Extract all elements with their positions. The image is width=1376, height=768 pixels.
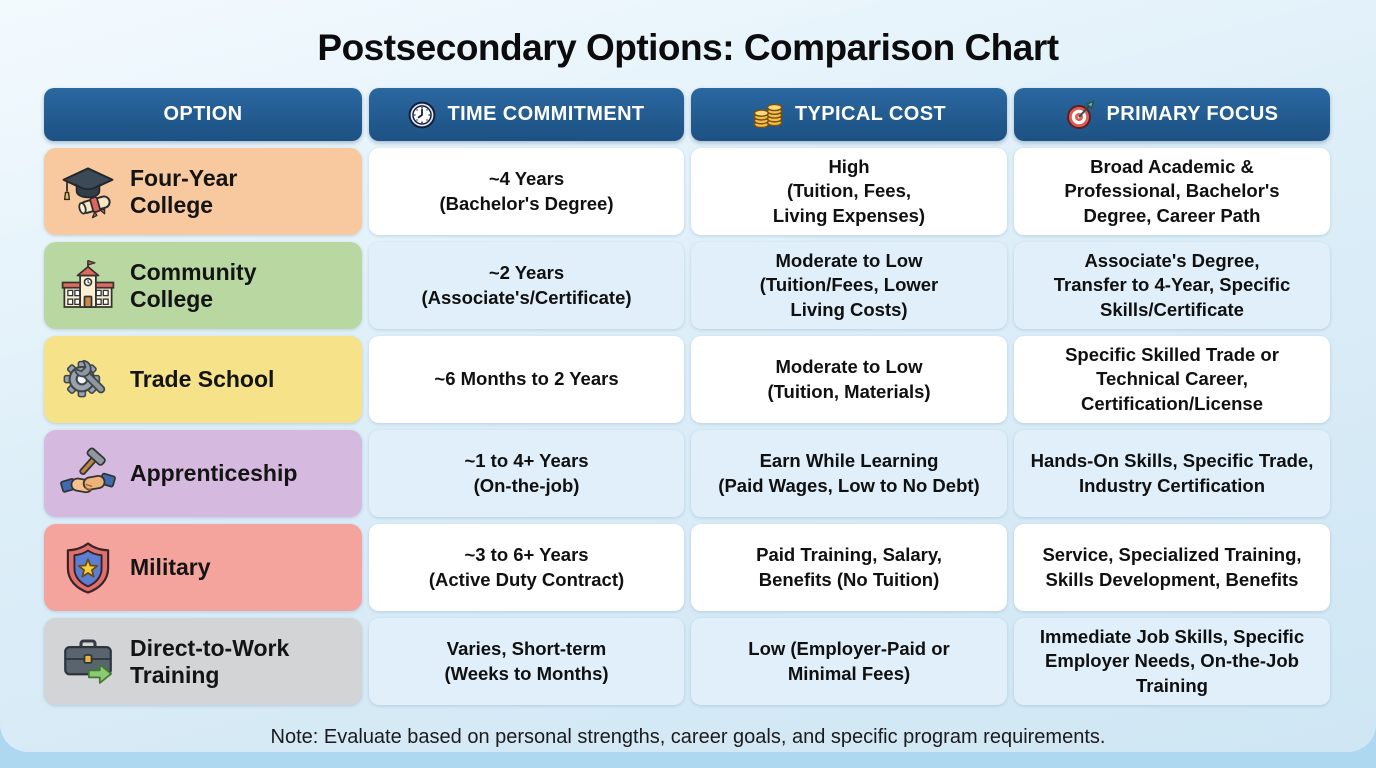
time-cell-military: ~3 to 6+ Years (Active Duty Contract) — [369, 524, 684, 611]
target-icon — [1066, 100, 1096, 130]
clock-icon — [408, 101, 436, 129]
focus-cell-trade-school: Specific Skilled Trade or Technical Care… — [1014, 336, 1330, 423]
shield-star-icon — [59, 539, 117, 597]
cost-cell-community-college: Moderate to Low (Tuition/Fees, Lower Liv… — [691, 242, 1007, 329]
handshake-hammer-icon — [59, 445, 117, 503]
column-header-typical-cost: TYPICAL COST — [691, 88, 1007, 141]
cost-cell-military: Paid Training, Salary, Benefits (No Tuit… — [691, 524, 1007, 611]
coins-icon — [752, 100, 784, 130]
option-cell-apprenticeship: Apprenticeship — [44, 430, 362, 517]
focus-cell-direct-to-work: Immediate Job Skills, Specific Employer … — [1014, 618, 1330, 705]
time-cell-four-year-college: ~4 Years (Bachelor's Degree) — [369, 148, 684, 235]
footer-note: Note: Evaluate based on personal strengt… — [270, 726, 1106, 748]
graduation-cap-icon — [59, 163, 117, 221]
column-header-option: OPTION — [44, 88, 362, 141]
cost-cell-trade-school: Moderate to Low (Tuition, Materials) — [691, 336, 1007, 423]
cost-cell-four-year-college: High (Tuition, Fees, Living Expenses) — [691, 148, 1007, 235]
cost-cell-apprenticeship: Earn While Learning (Paid Wages, Low to … — [691, 430, 1007, 517]
focus-cell-four-year-college: Broad Academic & Professional, Bachelor'… — [1014, 148, 1330, 235]
option-label: Apprenticeship — [130, 460, 298, 487]
infographic-canvas: Postsecondary Options: Comparison Chart … — [0, 0, 1376, 752]
option-label: Direct-to-Work Training — [130, 634, 290, 688]
option-cell-four-year-college: Four-Year College — [44, 148, 362, 235]
column-header-focus-label: PRIMARY FOCUS — [1106, 103, 1279, 125]
option-cell-military: Military — [44, 524, 362, 611]
option-cell-community-college: Community College — [44, 242, 362, 329]
option-cell-trade-school: Trade School — [44, 336, 362, 423]
time-cell-community-college: ~2 Years (Associate's/Certificate) — [369, 242, 684, 329]
column-header-option-label: OPTION — [163, 103, 243, 125]
gear-wrench-icon — [59, 351, 117, 409]
focus-cell-apprenticeship: Hands-On Skills, Specific Trade, Industr… — [1014, 430, 1330, 517]
focus-cell-community-college: Associate's Degree, Transfer to 4-Year, … — [1014, 242, 1330, 329]
cost-cell-direct-to-work: Low (Employer-Paid or Minimal Fees) — [691, 618, 1007, 705]
option-label: Military — [130, 554, 211, 581]
focus-cell-military: Service, Specialized Training, Skills De… — [1014, 524, 1330, 611]
school-building-icon — [59, 257, 117, 315]
option-label: Trade School — [130, 366, 275, 393]
option-label: Four-Year College — [130, 164, 238, 218]
column-header-time-label: TIME COMMITMENT — [447, 103, 645, 125]
option-cell-direct-to-work: Direct-to-Work Training — [44, 618, 362, 705]
time-cell-direct-to-work: Varies, Short-term (Weeks to Months) — [369, 618, 684, 705]
page-title: Postsecondary Options: Comparison Chart — [317, 27, 1059, 68]
comparison-table: OPTION TIME COMMITMENT — [44, 88, 1330, 705]
column-header-time-commitment: TIME COMMITMENT — [369, 88, 684, 141]
option-label: Community College — [130, 258, 257, 312]
column-header-primary-focus: PRIMARY FOCUS — [1014, 88, 1330, 141]
time-cell-trade-school: ~6 Months to 2 Years — [369, 336, 684, 423]
time-cell-apprenticeship: ~1 to 4+ Years (On-the-job) — [369, 430, 684, 517]
briefcase-arrow-icon — [59, 633, 117, 691]
column-header-cost-label: TYPICAL COST — [794, 103, 947, 125]
